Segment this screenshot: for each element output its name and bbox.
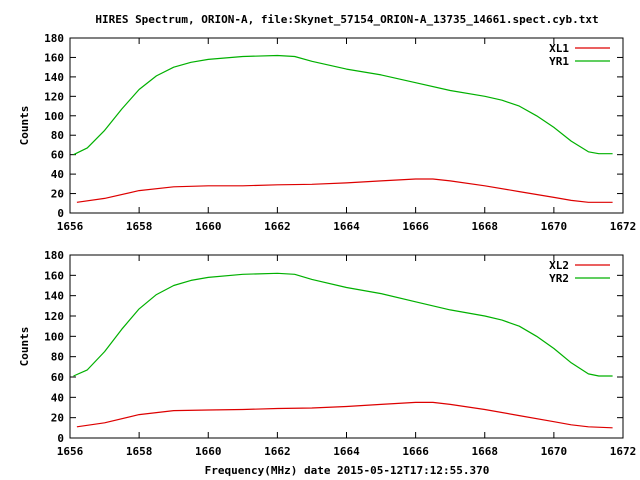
y-tick-label: 20 bbox=[51, 188, 64, 201]
x-tick-label: 1666 bbox=[402, 445, 429, 458]
chart-panel-2: 0 20 40 60 80 100 120 140 160 180 1656 1658 1660 1662… bbox=[18, 249, 636, 458]
series-line-yr2 bbox=[73, 272, 613, 377]
y-tick-label: 120 bbox=[44, 310, 64, 323]
legend-label: XL2 bbox=[549, 259, 569, 272]
legend-label: XL1 bbox=[549, 42, 569, 55]
series-line-xl2 bbox=[76, 401, 613, 429]
figure-title: HIRES Spectrum, ORION-A, file:Skynet_571… bbox=[95, 13, 598, 26]
x-tick-label: 1658 bbox=[126, 220, 153, 233]
y-tick-label: 140 bbox=[44, 290, 64, 303]
chart-panel-1: 0 20 40 60 80 100 120 140 160 180 1656 1658 1660 1662… bbox=[18, 32, 636, 233]
x-tick-label: 1662 bbox=[264, 445, 291, 458]
legend-label: YR2 bbox=[549, 272, 569, 285]
y-axis-label: Counts bbox=[18, 106, 31, 146]
y-tick-label: 140 bbox=[44, 71, 64, 84]
x-tick-label: 1670 bbox=[541, 220, 568, 233]
x-tick-label: 1660 bbox=[195, 220, 222, 233]
y-tick-label: 160 bbox=[44, 269, 64, 282]
x-tick-label: 1660 bbox=[195, 445, 222, 458]
y-tick-label: 60 bbox=[51, 149, 64, 162]
x-tick-label: 1656 bbox=[57, 445, 84, 458]
x-tick-label: 1666 bbox=[402, 220, 429, 233]
x-tick-label: 1672 bbox=[610, 220, 637, 233]
plot-frame bbox=[69, 37, 624, 214]
y-tick-label: 0 bbox=[57, 432, 64, 445]
plot-frame bbox=[69, 254, 624, 439]
x-tick-label: 1664 bbox=[333, 445, 360, 458]
y-tick-label: 120 bbox=[44, 90, 64, 103]
series-line-xl1 bbox=[76, 178, 613, 203]
x-tick-label: 1668 bbox=[472, 220, 499, 233]
y-tick-label: 80 bbox=[51, 129, 64, 142]
y-tick-label: 180 bbox=[44, 249, 64, 262]
x-tick-label: 1668 bbox=[472, 445, 499, 458]
x-tick-label: 1658 bbox=[126, 445, 153, 458]
legend-label: YR1 bbox=[549, 55, 569, 68]
x-tick-label: 1656 bbox=[57, 220, 84, 233]
x-tick-label: 1670 bbox=[541, 445, 568, 458]
x-axis-label: Frequency(MHz) date 2015-05-12T17:12:55.… bbox=[205, 464, 490, 477]
y-tick-label: 160 bbox=[44, 51, 64, 64]
y-tick-label: 60 bbox=[51, 371, 64, 384]
x-tick-label: 1662 bbox=[264, 220, 291, 233]
x-tick-label: 1672 bbox=[610, 445, 637, 458]
y-tick-label: 100 bbox=[44, 110, 64, 123]
y-tick-label: 80 bbox=[51, 351, 64, 364]
x-tick-label: 1664 bbox=[333, 220, 360, 233]
y-tick-label: 0 bbox=[57, 207, 64, 220]
y-tick-label: 20 bbox=[51, 412, 64, 425]
series-line-yr1 bbox=[73, 54, 613, 156]
y-tick-label: 180 bbox=[44, 32, 64, 45]
y-tick-label: 40 bbox=[51, 168, 64, 181]
y-tick-label: 100 bbox=[44, 330, 64, 343]
y-axis-label: Counts bbox=[18, 327, 31, 367]
y-tick-label: 40 bbox=[51, 391, 64, 404]
